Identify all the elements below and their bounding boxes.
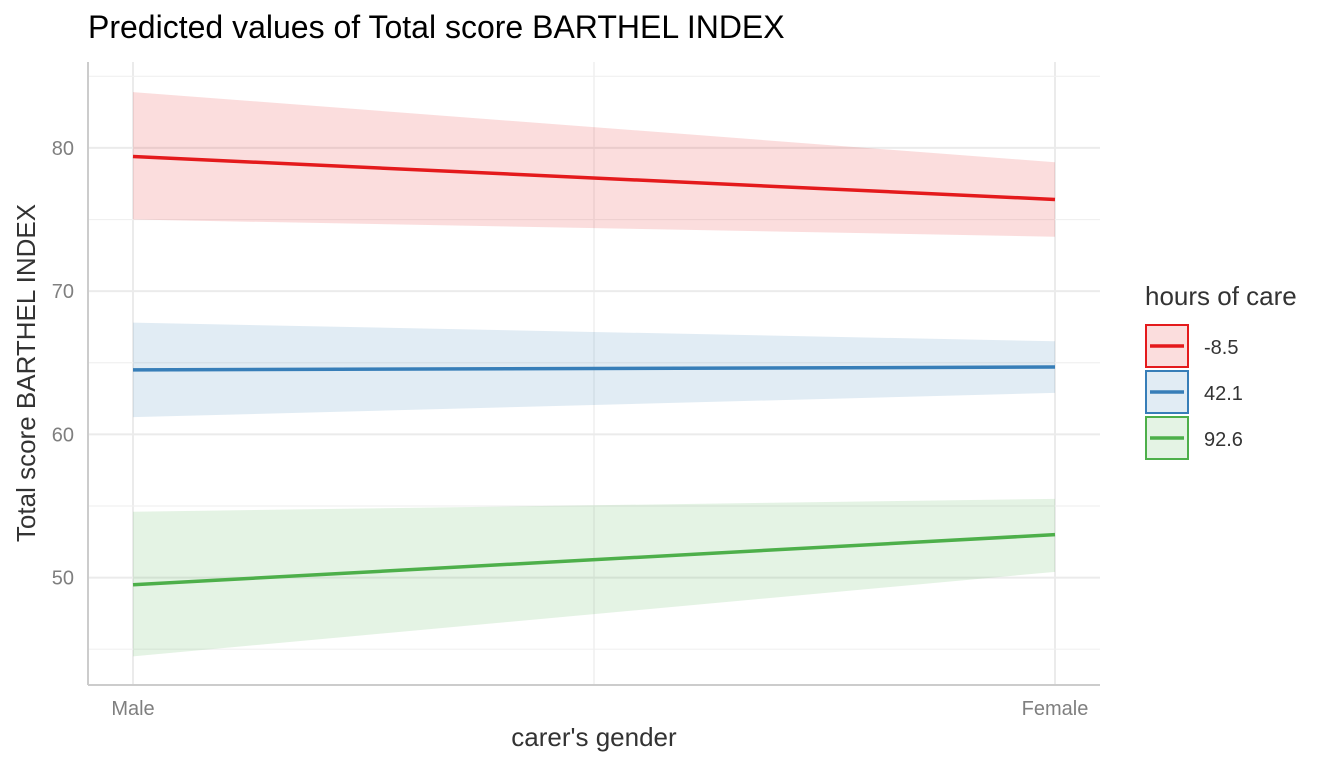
y-tick-label: 50 [52, 568, 74, 590]
grid [88, 62, 1100, 685]
y-tick-label: 80 [52, 138, 74, 160]
x-tick-label: Male [111, 698, 154, 720]
tick-labels: 50 60 70 80 Male Female [52, 138, 1089, 720]
legend-title: hours of care [1145, 281, 1297, 311]
series-line-92.6 [132, 532, 1056, 587]
y-tick-label: 60 [52, 424, 74, 446]
series-line-42.1 [132, 365, 1056, 372]
chart-title: Predicted values of Total score BARTHEL … [88, 9, 785, 45]
legend-label: -8.5 [1204, 337, 1238, 359]
legend: hours of care -8.5 42.1 92.6 [1145, 281, 1297, 460]
axes [87, 62, 1100, 686]
x-axis-title: carer's gender [511, 722, 677, 752]
legend-label: 42.1 [1204, 383, 1243, 405]
legend-label: 92.6 [1204, 429, 1243, 451]
confidence-band--8.5 [133, 92, 1055, 237]
x-tick-label: Female [1022, 698, 1089, 720]
y-tick-label: 70 [52, 281, 74, 303]
series-lines [132, 154, 1056, 587]
confidence-band-92.6 [133, 498, 1055, 657]
y-axis-title: Total score BARTHEL INDEX [11, 204, 41, 542]
series-line--8.5 [132, 154, 1056, 202]
